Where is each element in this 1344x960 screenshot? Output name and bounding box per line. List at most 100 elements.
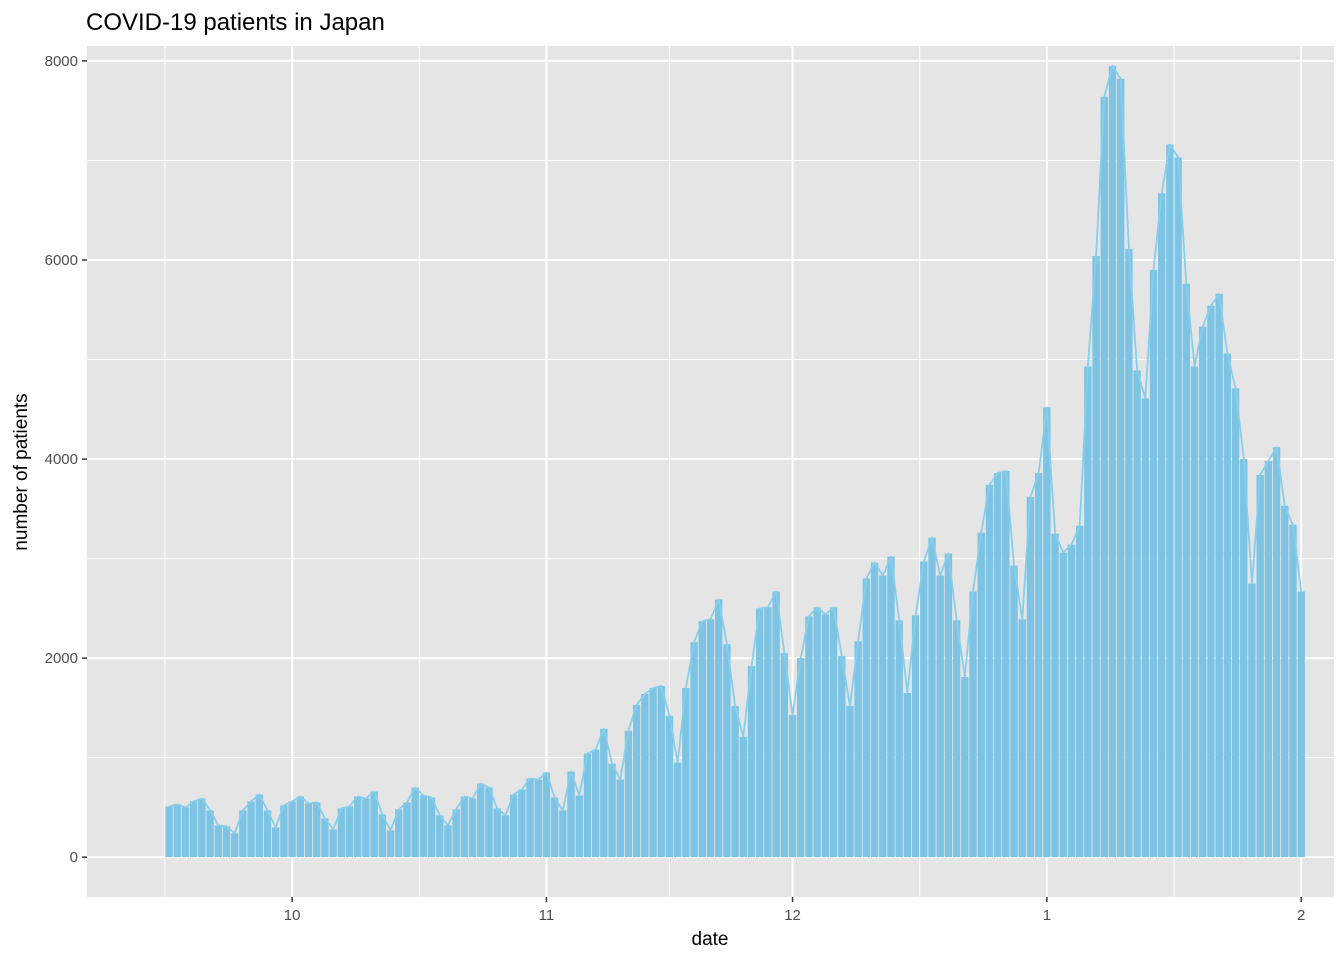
bar [1256,474,1264,858]
bar [1166,144,1174,858]
bar [1075,525,1084,858]
bar [1018,619,1026,858]
bar [1043,407,1051,858]
bar [673,762,682,858]
x-axis: 10 11 12 1 2 [284,897,1305,924]
y-tick-label: 8000 [45,53,78,70]
x-axis-title: date [692,929,729,950]
bar [829,607,838,858]
bar [460,796,469,858]
bar [378,814,387,858]
bar [427,797,436,858]
bar [788,714,797,858]
bar [747,666,756,858]
bar [214,825,222,858]
bar [1026,496,1035,858]
bar [354,796,362,858]
bar [444,825,452,858]
bar [1289,524,1297,858]
bar [1059,552,1067,858]
bar [485,787,493,858]
bar [518,789,526,858]
bar [772,591,780,858]
bar [362,798,370,858]
bar [846,705,854,858]
y-tick-label: 0 [70,849,78,866]
bar [993,472,1002,858]
bar [1125,249,1133,858]
x-tick-label: 2 [1297,907,1305,924]
bar [698,621,706,858]
bar [952,620,961,858]
bar [468,798,477,858]
y-tick-label: 6000 [45,252,78,269]
bar [977,532,985,858]
bar [222,826,231,858]
bar [657,685,665,858]
bar [1010,565,1018,858]
bar [838,656,846,858]
bar [1272,447,1281,858]
y-axis-title: number of patients [11,393,32,550]
bar [591,749,600,858]
bar [805,616,813,858]
bar [665,715,674,858]
bar [715,599,723,858]
bar [632,704,641,858]
bar [723,644,731,858]
bar [1174,157,1182,858]
bar [706,619,715,858]
bar [419,795,428,858]
bar-series [165,65,1305,858]
bar [764,607,772,858]
bar [944,553,953,858]
bar [436,815,444,858]
bar [920,561,928,858]
bar [583,753,592,858]
bar [961,677,969,858]
y-tick-label: 2000 [45,650,78,667]
bar [649,687,657,858]
bar [887,556,895,858]
bar [1215,293,1223,858]
bar [493,808,501,858]
bar [797,658,805,858]
bar [477,783,485,858]
bar [526,778,534,858]
bar [895,620,903,858]
bar [813,607,821,858]
x-tick-label: 12 [784,907,801,924]
bar [903,692,912,858]
bar [370,791,378,858]
bar [731,705,739,858]
bar [567,771,575,858]
bar [862,578,871,858]
trend-line [168,65,1303,835]
bar [1141,398,1150,858]
bar [1199,326,1207,858]
bar [1231,388,1240,858]
bar [280,805,288,858]
bar [165,806,173,858]
bar [575,795,583,858]
bar [263,810,272,858]
bar [1240,459,1248,858]
bar [1002,471,1010,858]
bar [1034,472,1043,858]
bar [608,763,616,858]
bar [985,484,994,858]
bar [1149,269,1158,858]
bar [600,728,608,858]
bar [403,802,411,858]
line-series [168,65,1303,835]
bar [313,802,321,858]
bar [173,804,181,858]
bar [879,575,887,858]
bar [624,730,633,858]
bar [534,779,542,858]
bar [239,810,247,858]
bar [501,815,510,858]
bar [395,809,403,858]
bar [247,801,255,858]
